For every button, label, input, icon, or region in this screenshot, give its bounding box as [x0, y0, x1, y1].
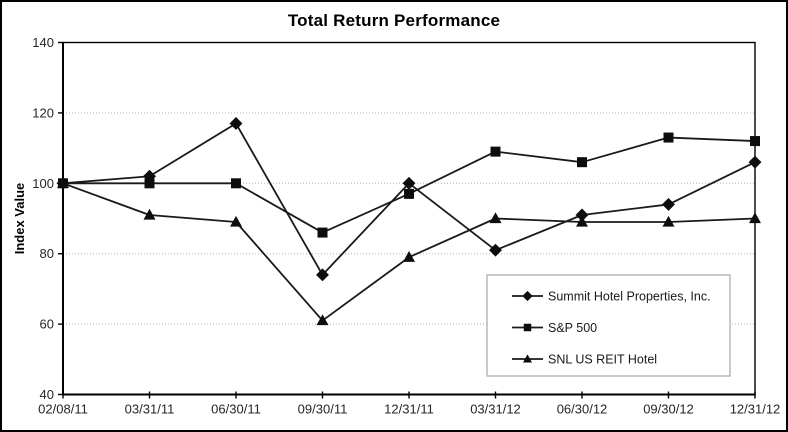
legend-label-summit-hotel-properties-inc: Summit Hotel Properties, Inc.: [548, 290, 711, 304]
marker-s-p-500-6: [577, 157, 587, 168]
y-tick-label-120: 120: [32, 105, 54, 120]
marker-s-p-500-5: [490, 146, 501, 157]
marker-summit-hotel-properties-inc-8: [748, 155, 762, 169]
marker-summit-hotel-properties-inc-3: [316, 268, 329, 282]
legend-marker-snl-us-reit-hotel: [523, 354, 532, 363]
chart-title: Total Return Performance: [287, 11, 501, 30]
x-tick-label-06-30-12: 06/30/12: [557, 402, 608, 417]
marker-snl-us-reit-hotel-6: [576, 215, 588, 227]
marker-summit-hotel-properties-inc-5: [489, 243, 502, 257]
y-tick-label-100: 100: [32, 176, 54, 191]
legend-label-snl-us-reit-hotel: SNL US REIT Hotel: [548, 353, 657, 367]
marker-s-p-500-4: [404, 188, 414, 199]
legend-label-s-p-500: S&P 500: [548, 321, 597, 335]
marker-snl-us-reit-hotel-0: [57, 177, 69, 188]
marker-summit-hotel-properties-inc-4: [402, 176, 416, 190]
y-tick-label-140: 140: [32, 35, 54, 50]
marker-snl-us-reit-hotel-8: [749, 212, 761, 224]
x-tick-label-03-31-12: 03/31/12: [470, 402, 521, 417]
marker-snl-us-reit-hotel-3: [316, 314, 329, 326]
x-tick-label-09-30-11: 09/30/11: [298, 402, 348, 417]
y-tick-label-80: 80: [40, 246, 54, 261]
marker-s-p-500-2: [231, 178, 241, 189]
marker-summit-hotel-properties-inc-2: [229, 117, 243, 130]
marker-snl-us-reit-hotel-1: [143, 208, 156, 220]
x-tick-label-06-30-11: 06/30/11: [211, 402, 261, 417]
marker-snl-us-reit-hotel-2: [230, 215, 242, 227]
marker-summit-hotel-properties-inc-7: [662, 197, 675, 211]
marker-snl-us-reit-hotel-5: [489, 212, 502, 224]
y-tick-label-60: 60: [40, 317, 54, 332]
x-tick-label-12-31-12: 12/31/12: [730, 402, 781, 417]
marker-summit-hotel-properties-inc-1: [143, 169, 156, 183]
marker-snl-us-reit-hotel-7: [662, 215, 675, 227]
marker-snl-us-reit-hotel-4: [403, 251, 415, 262]
x-tick-label-02-08-11: 02/08/11: [38, 402, 88, 417]
x-tick-label-12-31-11: 12/31/11: [384, 402, 434, 417]
marker-summit-hotel-properties-inc-6: [575, 208, 589, 222]
x-tick-label-09-30-12: 09/30/12: [643, 402, 694, 417]
marker-s-p-500-3: [317, 227, 328, 238]
y-tick-label-40: 40: [40, 387, 54, 402]
legend-marker-s-p-500: [523, 323, 532, 332]
x-tick-label-03-31-11: 03/31/11: [125, 402, 175, 417]
legend-marker-summit-hotel-properties-inc: [522, 290, 533, 302]
marker-s-p-500-7: [663, 132, 674, 143]
marker-s-p-500-8: [750, 136, 760, 147]
marker-s-p-500-1: [144, 178, 155, 189]
y-axis-label: Index Value: [12, 183, 27, 255]
